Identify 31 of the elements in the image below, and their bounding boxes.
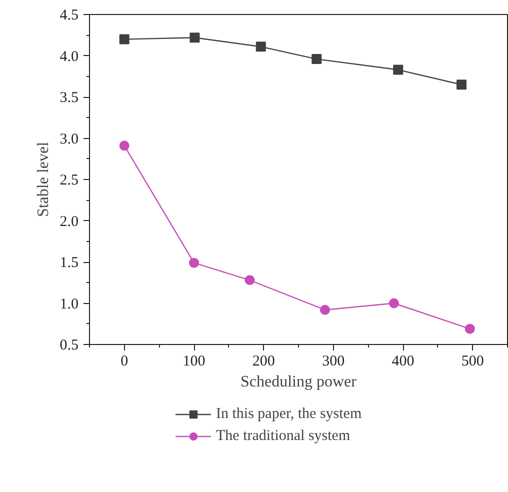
point [393, 64, 404, 75]
y-tick-label: 3.0 [60, 131, 78, 148]
x-tick-label: 500 [461, 354, 484, 370]
legend-label: The traditional system [216, 427, 350, 445]
point [464, 324, 475, 334]
point [388, 298, 399, 308]
legend-label: In this paper, the system [216, 405, 362, 423]
y-tick-label: 2.5 [60, 172, 78, 188]
x-tick-label: 100 [182, 354, 206, 370]
point [119, 34, 130, 44]
point [320, 304, 330, 315]
x-axis-title: Scheduling power [240, 374, 358, 390]
point [244, 275, 255, 286]
y-axis-title: Stable level [34, 141, 52, 218]
point [312, 54, 322, 64]
point [256, 42, 266, 52]
x-tick-label: 200 [252, 354, 275, 370]
x-tick-label: 300 [322, 354, 345, 370]
y-tick-label: 1.0 [60, 296, 78, 312]
y-tick-label: 0.5 [60, 338, 78, 354]
y-tick-label: 2.0 [60, 214, 78, 230]
point [190, 32, 200, 43]
point [189, 258, 199, 268]
x-tick-label: 400 [392, 354, 414, 370]
y-tick-label: 4.5 [60, 8, 78, 24]
y-tick-label: 4.0 [60, 48, 78, 65]
point [119, 140, 130, 151]
y-tick-label: 3.5 [60, 90, 78, 106]
point [456, 80, 467, 90]
y-tick-label: 1.5 [60, 255, 78, 271]
x-tick-label: 0 [120, 354, 128, 370]
